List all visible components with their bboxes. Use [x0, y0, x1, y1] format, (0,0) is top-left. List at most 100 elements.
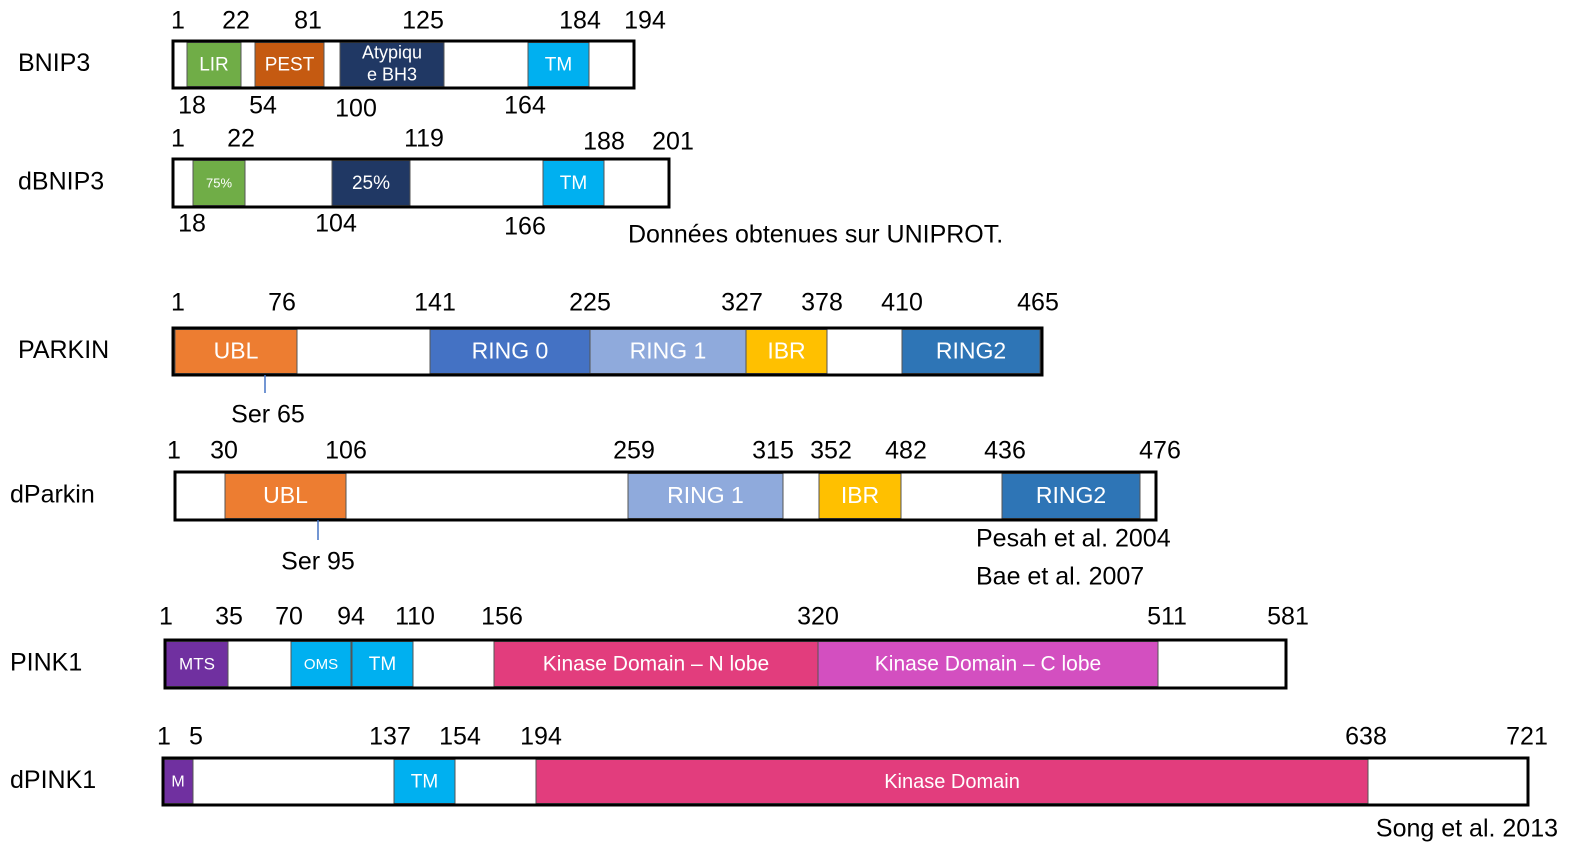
domain — [627, 473, 784, 519]
position-label: 352 — [810, 437, 852, 465]
position-label: 154 — [439, 723, 481, 751]
source-note: Song et al. 2013 — [1376, 815, 1558, 843]
position-label: 1 — [159, 603, 173, 631]
domain-label: Kinase Domain – C lobe — [875, 653, 1101, 676]
position-label: 22 — [222, 7, 250, 35]
position-label: 70 — [275, 603, 303, 631]
position-label: 156 — [481, 603, 523, 631]
protein-outline — [171, 157, 671, 209]
domain-label: UBL — [214, 338, 259, 364]
position-label: 18 — [178, 92, 206, 120]
position-label: 106 — [325, 437, 367, 465]
position-label: 164 — [504, 92, 546, 120]
domain — [901, 329, 1041, 374]
position-label: 482 — [885, 437, 927, 465]
source-note: Bae et al. 2007 — [976, 563, 1144, 591]
domain — [192, 160, 246, 206]
domain-label: IBR — [767, 338, 805, 364]
domain-label: 75% — [206, 175, 232, 190]
domain — [331, 160, 411, 206]
domain-label: TM — [560, 173, 587, 194]
source-note: Données obtenues sur UNIPROT. — [628, 221, 1003, 249]
domain-label: IBR — [841, 482, 879, 508]
position-label: 225 — [569, 289, 611, 317]
position-label: 18 — [178, 210, 206, 238]
domain-label: Kinase Domain – N lobe — [543, 653, 769, 676]
position-label: 327 — [721, 289, 763, 317]
domain-label: TM — [369, 654, 396, 675]
position-label: 1 — [171, 125, 185, 153]
position-label: 410 — [881, 289, 923, 317]
position-label: 476 — [1139, 437, 1181, 465]
position-label: 110 — [395, 603, 435, 631]
domain-label: RING 0 — [472, 338, 549, 364]
position-label: 638 — [1345, 723, 1387, 751]
position-label: 201 — [652, 128, 694, 156]
domain-label: PEST — [265, 55, 315, 76]
position-label: 511 — [1147, 603, 1187, 631]
protein-name: dBNIP3 — [18, 168, 104, 196]
position-label: 30 — [210, 437, 238, 465]
domain-label: TM — [545, 55, 572, 76]
domain-label: RING2 — [936, 338, 1006, 364]
position-label: 184 — [559, 7, 601, 35]
position-label: 1 — [171, 7, 185, 35]
position-label: 54 — [249, 92, 277, 120]
domain — [429, 329, 591, 374]
position-label: 721 — [1506, 723, 1548, 751]
domain-label: RING 1 — [630, 338, 707, 364]
domain — [745, 329, 828, 374]
position-label: 194 — [520, 723, 562, 751]
domain — [224, 473, 347, 519]
position-label: 320 — [797, 603, 839, 631]
position-label: 5 — [189, 723, 203, 751]
position-label: 315 — [752, 437, 794, 465]
domain-label: LIR — [199, 55, 229, 76]
position-label: 259 — [613, 437, 655, 465]
domain — [589, 329, 747, 374]
position-label: 137 — [369, 723, 411, 751]
position-label: 1 — [167, 437, 181, 465]
position-label: 436 — [984, 437, 1026, 465]
protein-outline — [161, 756, 1530, 807]
protein-name: PINK1 — [10, 649, 82, 677]
position-label: 76 — [268, 289, 296, 317]
position-label: 581 — [1267, 603, 1309, 631]
protein-outline — [173, 470, 1158, 522]
protein-name: dParkin — [10, 481, 95, 509]
domain-label: RING 1 — [667, 482, 744, 508]
protein-name: dPINK1 — [10, 766, 96, 794]
position-label: 81 — [294, 7, 322, 35]
domain — [186, 42, 242, 87]
domain — [339, 42, 445, 87]
domain-label: Atypiqu — [362, 42, 422, 62]
domain-label: M — [171, 774, 184, 791]
position-label: 1 — [157, 723, 171, 751]
position-label: 100 — [335, 95, 377, 123]
position-label: 1 — [171, 289, 185, 317]
protein-name: PARKIN — [18, 336, 109, 364]
protein-outline — [163, 638, 1288, 690]
position-label: 22 — [227, 125, 255, 153]
site-label: Ser 95 — [281, 548, 355, 576]
position-label: 194 — [624, 7, 666, 35]
position-label: 94 — [337, 603, 365, 631]
position-label: 465 — [1017, 289, 1059, 317]
protein-name: BNIP3 — [18, 49, 90, 77]
position-label: 125 — [402, 7, 444, 35]
domain-label: Kinase Domain — [884, 771, 1020, 793]
position-label: 141 — [414, 289, 456, 317]
protein-outline — [171, 39, 636, 90]
domain — [493, 641, 819, 687]
domain — [290, 641, 352, 687]
position-label: 166 — [504, 213, 546, 241]
source-note: Pesah et al. 2004 — [976, 525, 1171, 553]
site-label: Ser 65 — [231, 401, 305, 429]
position-label: 119 — [404, 125, 444, 153]
position-label: 378 — [801, 289, 843, 317]
domain — [174, 329, 298, 374]
protein-outline — [171, 326, 1044, 377]
position-label: 188 — [583, 128, 625, 156]
position-label: 35 — [215, 603, 243, 631]
